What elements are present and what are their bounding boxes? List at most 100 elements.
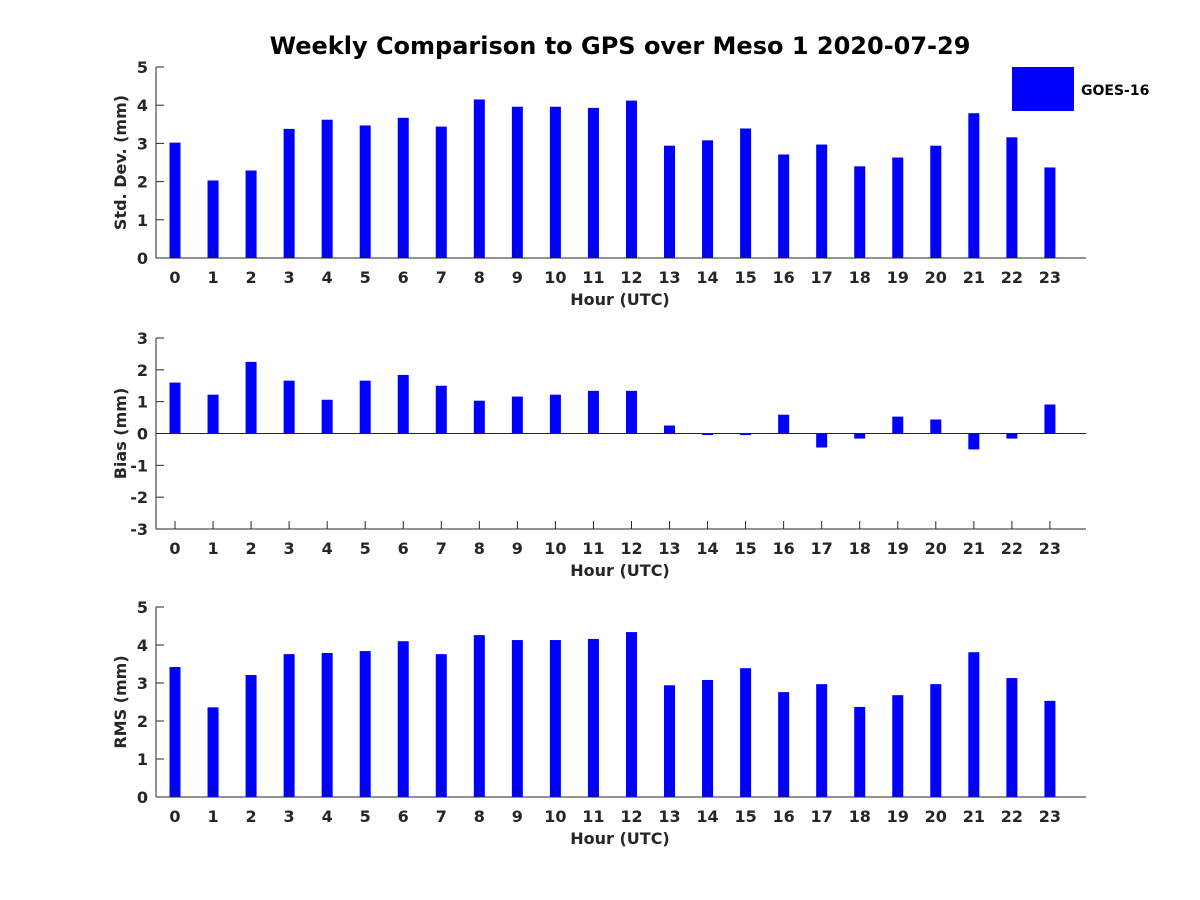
y-tick-label: 5 xyxy=(137,598,148,617)
bar xyxy=(702,140,714,258)
x-tick-label: 20 xyxy=(925,539,947,558)
y-axis-label: Bias (mm) xyxy=(111,388,130,480)
bar xyxy=(511,106,523,258)
bar xyxy=(207,394,219,434)
y-tick-label: 1 xyxy=(137,393,148,412)
x-tick-label: 23 xyxy=(1039,268,1061,287)
bar xyxy=(816,144,828,258)
x-tick-label: 3 xyxy=(284,268,295,287)
bar xyxy=(968,433,980,450)
x-tick-label: 13 xyxy=(658,268,680,287)
x-tick-label: 2 xyxy=(246,539,257,558)
bar xyxy=(625,100,637,258)
bar xyxy=(207,707,219,797)
x-tick-label: 1 xyxy=(207,539,218,558)
x-tick-label: 19 xyxy=(887,539,909,558)
x-tick-label: 10 xyxy=(544,539,566,558)
x-tick-label: 18 xyxy=(849,807,871,826)
y-tick-label: -3 xyxy=(130,520,148,539)
bar xyxy=(473,635,485,797)
bar xyxy=(1006,137,1018,258)
bar xyxy=(816,684,828,797)
y-tick-label: 3 xyxy=(137,674,148,693)
x-tick-label: 1 xyxy=(207,268,218,287)
bar xyxy=(854,166,866,258)
bar xyxy=(892,157,904,258)
bar xyxy=(930,145,942,258)
x-tick-label: 10 xyxy=(544,807,566,826)
y-tick-label: 4 xyxy=(137,636,148,655)
y-tick-label: 5 xyxy=(137,58,148,77)
x-tick-label: 5 xyxy=(360,268,371,287)
x-tick-label: 21 xyxy=(963,268,985,287)
x-tick-label: 7 xyxy=(436,807,447,826)
bar xyxy=(854,706,866,797)
bar xyxy=(245,170,257,258)
x-tick-label: 9 xyxy=(512,268,523,287)
bar xyxy=(664,685,676,797)
x-tick-label: 16 xyxy=(773,539,795,558)
bar xyxy=(968,652,980,797)
bar xyxy=(892,416,904,434)
y-tick-label: 2 xyxy=(137,712,148,731)
x-tick-label: 7 xyxy=(436,268,447,287)
bar xyxy=(397,117,409,258)
x-tick-label: 3 xyxy=(284,807,295,826)
x-tick-label: 14 xyxy=(696,807,718,826)
bar xyxy=(511,640,523,797)
bar xyxy=(169,142,181,258)
x-tick-label: 5 xyxy=(360,539,371,558)
x-tick-label: 17 xyxy=(811,807,833,826)
x-tick-label: 18 xyxy=(849,268,871,287)
bar xyxy=(778,414,790,434)
x-tick-label: 8 xyxy=(474,539,485,558)
bar xyxy=(930,419,942,434)
bar xyxy=(397,374,409,434)
bar xyxy=(321,652,333,797)
x-tick-label: 22 xyxy=(1001,807,1023,826)
bar xyxy=(169,667,181,797)
x-tick-label: 3 xyxy=(284,539,295,558)
x-tick-label: 0 xyxy=(169,268,180,287)
x-tick-label: 17 xyxy=(811,539,833,558)
bar xyxy=(587,107,599,259)
bar xyxy=(321,119,333,258)
bar xyxy=(702,433,714,436)
x-tick-label: 22 xyxy=(1001,539,1023,558)
bar xyxy=(1006,433,1018,439)
bar xyxy=(740,128,752,258)
y-tick-label: 3 xyxy=(137,134,148,153)
bar xyxy=(702,679,714,797)
x-tick-label: 2 xyxy=(246,807,257,826)
x-tick-label: 10 xyxy=(544,268,566,287)
bar xyxy=(930,684,942,797)
x-tick-label: 0 xyxy=(169,539,180,558)
bar xyxy=(359,651,371,797)
y-tick-label: -2 xyxy=(130,488,148,507)
x-tick-label: 9 xyxy=(512,539,523,558)
y-tick-label: 0 xyxy=(137,249,148,268)
x-tick-label: 4 xyxy=(322,539,333,558)
x-tick-label: 14 xyxy=(696,268,718,287)
x-tick-label: 17 xyxy=(811,268,833,287)
bar xyxy=(1044,700,1056,797)
bar xyxy=(435,654,447,797)
bar xyxy=(664,425,676,434)
x-tick-label: 11 xyxy=(582,268,604,287)
bar xyxy=(740,668,752,797)
bar xyxy=(1044,167,1056,258)
x-tick-label: 11 xyxy=(582,807,604,826)
x-axis-label: Hour (UTC) xyxy=(570,290,670,309)
y-axis-label: Std. Dev. (mm) xyxy=(111,95,130,230)
bar xyxy=(359,380,371,434)
x-tick-label: 7 xyxy=(436,539,447,558)
y-tick-label: 3 xyxy=(137,329,148,348)
y-tick-label: 0 xyxy=(137,425,148,444)
x-tick-label: 15 xyxy=(734,807,756,826)
x-tick-label: 4 xyxy=(322,268,333,287)
x-tick-label: 14 xyxy=(696,539,718,558)
y-axis-label: RMS (mm) xyxy=(111,655,130,748)
x-tick-label: 2 xyxy=(246,268,257,287)
x-tick-label: 18 xyxy=(849,539,871,558)
